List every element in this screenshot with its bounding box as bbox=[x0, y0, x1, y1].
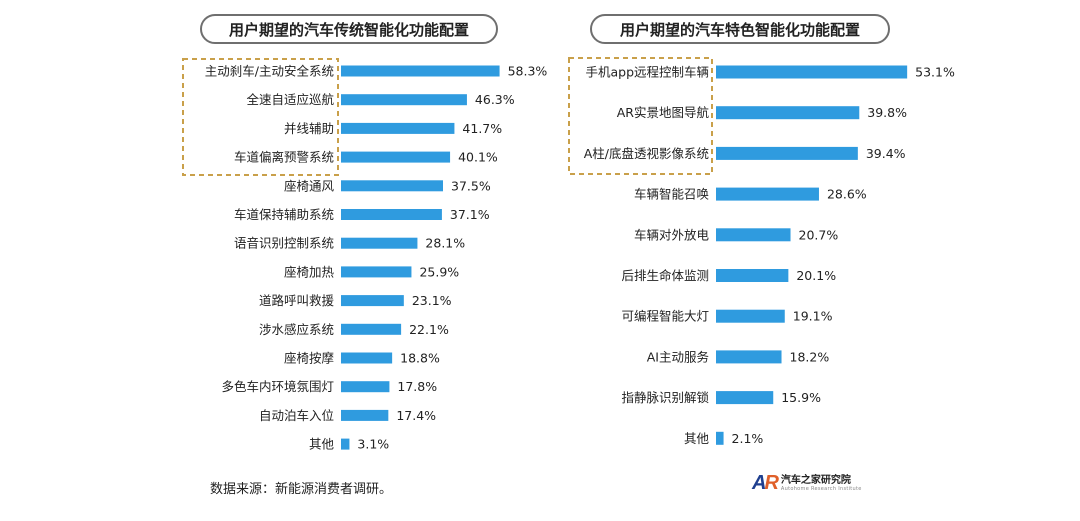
left-bar-5 bbox=[341, 180, 443, 192]
left-bar-value-4: 40.1% bbox=[458, 150, 498, 165]
right-category-label-8: AI主动服务 bbox=[647, 349, 709, 364]
right-bar-value-3: 39.4% bbox=[866, 146, 906, 161]
left-bar-13 bbox=[341, 409, 389, 421]
data-source-note: 数据来源：新能源消费者调研。 bbox=[210, 482, 393, 497]
right-bar-2 bbox=[716, 106, 860, 120]
right-category-label-1: 手机app远程控制车辆 bbox=[585, 65, 709, 80]
right-category-label-9: 指静脉识别解锁 bbox=[621, 390, 709, 405]
right-bar-value-4: 28.6% bbox=[827, 187, 867, 202]
left-bar-10 bbox=[341, 323, 402, 335]
right-bar-6 bbox=[716, 269, 789, 282]
left-bar-value-9: 23.1% bbox=[412, 293, 452, 308]
left-bar-value-5: 37.5% bbox=[451, 178, 491, 193]
left-category-label-11: 座椅按摩 bbox=[284, 351, 335, 366]
left-category-label-13: 自动泊车入位 bbox=[259, 408, 334, 423]
left-bar-value-1: 58.3% bbox=[508, 64, 548, 79]
left-bar-value-11: 18.8% bbox=[400, 351, 440, 366]
left-bar-3 bbox=[341, 122, 455, 134]
left-bar-value-3: 41.7% bbox=[462, 121, 502, 136]
right-bar-value-9: 15.9% bbox=[781, 390, 821, 405]
left-bar-value-13: 17.4% bbox=[396, 408, 436, 423]
right-bar-value-1: 53.1% bbox=[915, 65, 955, 80]
right-bar-7 bbox=[716, 309, 785, 323]
right-category-label-2: AR实景地图导航 bbox=[617, 105, 710, 120]
left-bar-value-2: 46.3% bbox=[475, 92, 515, 107]
right-bar-value-10: 2.1% bbox=[732, 431, 764, 446]
left-category-label-3: 并线辅助 bbox=[284, 121, 334, 136]
brand-name: 汽车之家研究院 bbox=[780, 474, 851, 486]
left-bar-value-14: 3.1% bbox=[357, 437, 389, 452]
right-category-label-3: A柱/底盘透视影像系统 bbox=[584, 146, 709, 161]
left-bar-1 bbox=[341, 65, 500, 77]
left-bar-4 bbox=[341, 151, 451, 163]
left-bar-9 bbox=[341, 295, 404, 307]
left-category-label-10: 涉水感应系统 bbox=[259, 322, 334, 337]
right-bar-1 bbox=[716, 65, 908, 79]
left-chart-title: 用户期望的汽车传统智能化功能配置 bbox=[200, 14, 498, 44]
left-category-label-14: 其他 bbox=[309, 437, 335, 452]
left-category-label-2: 全速自适应巡航 bbox=[246, 92, 334, 107]
left-bar-12 bbox=[341, 381, 390, 393]
left-category-label-12: 多色车内环境氛围灯 bbox=[221, 379, 334, 394]
right-bar-value-5: 20.7% bbox=[799, 227, 839, 242]
right-bar-value-7: 19.1% bbox=[793, 309, 833, 324]
right-highlight-box bbox=[568, 57, 713, 175]
right-bar-4 bbox=[716, 187, 819, 201]
left-bar-11 bbox=[341, 352, 393, 364]
left-bar-14 bbox=[341, 438, 350, 450]
left-bar-8 bbox=[341, 266, 412, 278]
right-bar-3 bbox=[716, 146, 858, 160]
right-category-label-10: 其他 bbox=[684, 431, 710, 446]
right-bar-8 bbox=[716, 350, 782, 364]
left-category-label-9: 道路呼叫救援 bbox=[259, 293, 335, 308]
left-bar-7 bbox=[341, 237, 418, 249]
right-chart-title: 用户期望的汽车特色智能化功能配置 bbox=[590, 14, 890, 44]
right-category-label-4: 车辆智能召唤 bbox=[634, 187, 710, 202]
brand-subtitle: Autohome Research Institute bbox=[780, 485, 862, 492]
left-category-label-4: 车道偏离预警系统 bbox=[234, 150, 334, 165]
right-bar-value-2: 39.8% bbox=[867, 105, 907, 120]
left-category-label-5: 座椅通风 bbox=[284, 178, 335, 193]
right-bar-value-8: 18.2% bbox=[790, 349, 830, 364]
right-category-label-5: 车辆对外放电 bbox=[634, 227, 710, 242]
right-bar-9 bbox=[716, 391, 774, 405]
right-bar-10 bbox=[716, 431, 724, 445]
left-category-label-6: 车道保持辅助系统 bbox=[234, 207, 334, 222]
left-category-label-1: 主动刹车/主动安全系统 bbox=[205, 64, 334, 79]
right-category-label-6: 后排生命体监测 bbox=[621, 268, 709, 283]
left-category-label-7: 语音识别控制系统 bbox=[234, 236, 334, 251]
brand-logo-icon: AR bbox=[752, 472, 779, 494]
left-bar-value-7: 28.1% bbox=[425, 236, 465, 251]
left-bar-value-10: 22.1% bbox=[409, 322, 449, 337]
left-bar-6 bbox=[341, 209, 442, 220]
right-bar-value-6: 20.1% bbox=[796, 268, 836, 283]
left-bar-value-6: 37.1% bbox=[450, 207, 490, 222]
left-bar-value-8: 25.9% bbox=[419, 264, 459, 279]
left-category-label-8: 座椅加热 bbox=[284, 264, 335, 279]
left-bar-value-12: 17.8% bbox=[397, 379, 437, 394]
right-category-label-7: 可编程智能大灯 bbox=[621, 309, 709, 324]
right-bar-5 bbox=[716, 228, 791, 242]
brand-logo: AR 汽车之家研究院 Autohome Research Institute bbox=[752, 472, 862, 495]
left-bar-2 bbox=[341, 94, 467, 106]
